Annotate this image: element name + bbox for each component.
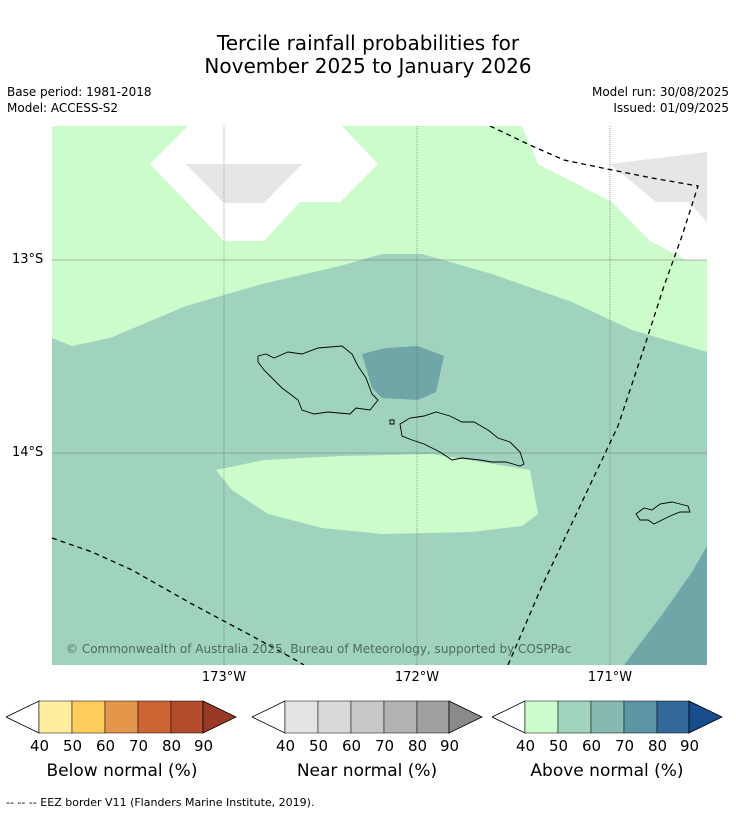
colorbar-below: 40 50 60 70 80 90 [6, 700, 237, 755]
below-bin-70 [137, 700, 172, 734]
model-label: Model: ACCESS-S2 [7, 101, 119, 115]
model-run-label: Model run: 30/08/2025 [591, 85, 729, 99]
tick-70: 70 [615, 737, 634, 755]
manono-islet [389, 419, 395, 425]
above-bin-90 [688, 700, 723, 734]
lon-label-171w: 171°W [587, 670, 633, 685]
above-bin-50 [557, 700, 592, 734]
near-normal-region-west [186, 164, 302, 203]
tick-90: 90 [194, 737, 213, 755]
below-bin-60 [104, 700, 139, 734]
base-period-label: Base period: 1981-2018 [7, 85, 152, 99]
near-normal-region-east [610, 152, 707, 222]
colorbar-below-label: Below normal (%) [46, 761, 198, 781]
tick-60: 60 [96, 737, 115, 755]
near-bin-40 [284, 700, 319, 734]
lat-label-14s: 14°S [12, 445, 44, 460]
above-bin-60 [590, 700, 625, 734]
above-bin-80 [656, 700, 690, 734]
savaii-island [257, 345, 379, 415]
tick-90: 90 [440, 737, 459, 755]
below-bin-50 [71, 700, 106, 734]
tick-80: 80 [162, 737, 181, 755]
tick-40: 40 [516, 737, 535, 755]
eez-legend-text: -- -- -- EEZ border V11 (Flanders Marine… [6, 796, 315, 809]
tick-60: 60 [342, 737, 361, 755]
tick-50: 50 [309, 737, 328, 755]
near-bin-80 [416, 700, 450, 734]
tick-80: 80 [648, 737, 667, 755]
near-bin-90 [448, 700, 483, 734]
tick-70: 70 [129, 737, 148, 755]
copyright-text: © Commonwealth of Australia 2025, Bureau… [66, 642, 571, 656]
above-bin-70 [623, 700, 658, 734]
tick-70: 70 [375, 737, 394, 755]
colorbar-near-label: Near normal (%) [296, 761, 438, 781]
near-bin-60 [350, 700, 385, 734]
near-bin-70 [383, 700, 418, 734]
above-70-region-se [624, 546, 707, 665]
tick-40: 40 [30, 737, 49, 755]
tick-90: 90 [680, 737, 699, 755]
colorbar-above: 40 50 60 70 80 90 [492, 700, 723, 755]
lon-label-172w: 172°W [394, 670, 440, 685]
above-40-pocket [216, 454, 538, 534]
tick-50: 50 [549, 737, 568, 755]
tutuila-island [635, 501, 691, 525]
colorbar-above-label: Above normal (%) [530, 761, 684, 781]
above-bin-40 [524, 700, 559, 734]
issued-label: Issued: 01/09/2025 [613, 101, 729, 115]
tick-40: 40 [276, 737, 295, 755]
below-bin-80 [170, 700, 204, 734]
below-bin-40 [38, 700, 73, 734]
tick-50: 50 [63, 737, 82, 755]
below-bin-90 [202, 700, 237, 734]
near-bin-50 [317, 700, 352, 734]
colorbar-near: 40 50 60 70 80 90 [252, 700, 483, 755]
lon-label-173w: 173°W [201, 670, 247, 685]
tick-80: 80 [408, 737, 427, 755]
tick-60: 60 [582, 737, 601, 755]
upolu-island [399, 411, 525, 467]
map-title-line2: November 2025 to January 2026 [204, 54, 532, 78]
rainfall-map: © Commonwealth of Australia 2025, Bureau… [52, 126, 707, 665]
lat-label-13s: 13°S [12, 252, 44, 267]
above-70-region [362, 346, 444, 400]
eez-border [52, 126, 699, 665]
map-title-line1: Tercile rainfall probabilities for [216, 31, 520, 55]
